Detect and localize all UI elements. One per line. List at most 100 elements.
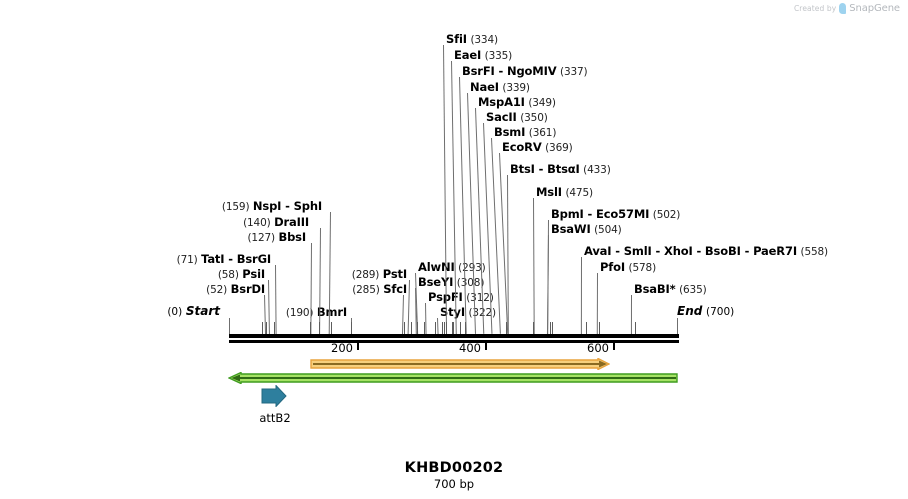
enzyme-label-mspa1i[interactable]: MspA1I (349) [478, 96, 556, 109]
site-tick [404, 322, 405, 334]
sequence-backbone-line-lower[interactable] [229, 340, 679, 343]
enzyme-position: (289) [351, 269, 380, 281]
enzyme-position: (361) [528, 127, 557, 139]
enzyme-position: (127) [247, 232, 275, 244]
enzyme-label-bsrfi-ngomiv[interactable]: BsrFI - NgoMIV (337) [462, 64, 588, 78]
enzyme-position: (558) [800, 246, 829, 258]
site-tick [351, 322, 352, 334]
enzyme-position: (339) [502, 82, 530, 94]
enzyme-label-msli[interactable]: MslI (475) [536, 186, 593, 199]
enzyme-name: MslI [536, 185, 562, 199]
enzyme-label-nspi-sphi[interactable]: (159) NspI - SphI [222, 200, 322, 213]
sequence-backbone-line[interactable] [229, 334, 679, 338]
site-tick [444, 322, 445, 334]
site-tick [635, 322, 636, 334]
enzyme-position: (308) [456, 277, 485, 289]
leader-line [407, 280, 410, 335]
leader-line [596, 273, 598, 335]
enzyme-position: (350) [520, 112, 548, 124]
enzyme-position: (190) [285, 307, 314, 319]
enzyme-label-tati-bsrgi[interactable]: (71) TatI - BsrGI [177, 252, 272, 266]
enzyme-name: StyI [440, 305, 465, 319]
enzyme-name: TatI - BsrGI [201, 252, 271, 266]
ruler-label-200: 200 [331, 341, 353, 355]
enzyme-name: AvaI - SmlI - XhoI - BsoBI - PaeR7I [584, 244, 797, 258]
site-tick [452, 322, 453, 334]
site-tick [453, 322, 454, 334]
site-tick [435, 322, 436, 334]
enzyme-name: BbsI [278, 230, 306, 244]
enzyme-position: (159) [221, 201, 250, 213]
site-tick [460, 322, 461, 334]
enzyme-name: BsaWI [551, 222, 591, 236]
site-tick [533, 322, 534, 334]
enzyme-label-bsabi[interactable]: BsaBI* (635) [634, 283, 707, 296]
enzyme-label-bpmi-eco57mi[interactable]: BpmI - Eco57MI (502) [551, 208, 680, 221]
enzyme-label-bsrdi[interactable]: (52) BsrDI [206, 283, 265, 296]
start-position: (0) [167, 306, 183, 318]
enzyme-label-avai-smli-xhoi-bsobi-paer7i[interactable]: AvaI - SmlI - XhoI - BsoBI - PaeR7I (558… [584, 245, 828, 258]
enzyme-position: (337) [560, 66, 588, 78]
enzyme-name: BseYI [418, 275, 454, 289]
enzyme-label-pspfi[interactable]: PspFI (312) [428, 291, 494, 304]
enzyme-position: (334) [470, 34, 498, 46]
enzyme-position: (52) [206, 284, 228, 296]
attb2-feature-label: attB2 [259, 411, 291, 425]
orange-feature-arrow[interactable] [310, 355, 611, 371]
end-position: (700) [706, 306, 735, 318]
enzyme-position: (349) [528, 97, 556, 109]
enzyme-label-psti[interactable]: (289) PstI [352, 268, 407, 281]
leader-line [533, 197, 535, 334]
enzyme-label-bbsi[interactable]: (127) BbsI [247, 231, 306, 244]
snapgene-watermark: Created by SnapGene [794, 3, 900, 14]
enzyme-position: (578) [628, 262, 657, 274]
site-tick [310, 322, 311, 334]
attb2-feature-arrow[interactable] [261, 384, 287, 408]
enzyme-name: SfcI [383, 282, 407, 296]
enzyme-name: BsrFI - NgoMIV [462, 64, 557, 78]
enzyme-name: BtsI - BtsαI [510, 162, 580, 176]
leader-line [507, 174, 509, 334]
site-tick [442, 322, 443, 334]
enzyme-label-sacii[interactable]: SacII (350) [486, 111, 548, 124]
enzyme-label-bsmi[interactable]: BsmI (361) [494, 126, 556, 139]
enzyme-label-bmri[interactable]: (190) BmrI [286, 306, 347, 319]
enzyme-label-psii[interactable]: (58) PsiI [218, 268, 265, 281]
leader-line [630, 295, 632, 335]
enzyme-label-pfoi[interactable]: PfoI (578) [600, 261, 656, 274]
enzyme-name: NaeI [470, 80, 499, 94]
enzyme-label-ecorv[interactable]: EcoRV (369) [502, 141, 573, 154]
enzyme-name: BsmI [494, 125, 526, 139]
enzyme-name: BsrDI [230, 282, 266, 296]
enzyme-label-sfii[interactable]: SfiI (334) [446, 33, 498, 46]
leader-line [310, 243, 312, 335]
enzyme-label-bsawi[interactable]: BsaWI (504) [551, 223, 622, 236]
enzyme-name: EcoRV [502, 140, 542, 154]
enzyme-label-btsi-btsai[interactable]: BtsI - BtsαI (433) [510, 163, 611, 176]
sequence-length-label: 700 bp [433, 477, 475, 491]
ruler-tick-600 [613, 342, 615, 350]
site-tick [266, 322, 267, 334]
enzyme-label-sfci[interactable]: (285) SfcI [352, 283, 407, 296]
enzyme-name: PstI [382, 267, 407, 281]
site-tick [319, 322, 320, 334]
enzyme-label-alwni[interactable]: AlwNI (293) [418, 261, 486, 274]
enzyme-star-marker: * [669, 282, 676, 296]
enzyme-label-naei[interactable]: NaeI (339) [470, 81, 530, 94]
enzyme-label-draiii[interactable]: (140) DraIII [243, 216, 309, 229]
enzyme-name: PsiI [242, 267, 265, 281]
enzyme-position: (369) [545, 142, 573, 154]
site-tick [274, 322, 275, 334]
enzyme-name: BsaBI [634, 282, 670, 296]
start-text: Start [185, 304, 220, 318]
enzyme-label-eaei[interactable]: EaeI (335) [454, 49, 512, 62]
enzyme-label-styi[interactable]: StyI (322) [440, 306, 496, 319]
enzyme-position: (335) [484, 50, 513, 62]
enzyme-position: (58) [217, 269, 239, 281]
sequence-name-title: KHBD00202 [404, 460, 504, 476]
end-label: End (700) [677, 305, 734, 318]
green-feature-arrow[interactable] [227, 369, 678, 385]
leader-line [275, 264, 277, 334]
leader-line-end [677, 318, 678, 334]
leader-line-start [229, 318, 230, 334]
